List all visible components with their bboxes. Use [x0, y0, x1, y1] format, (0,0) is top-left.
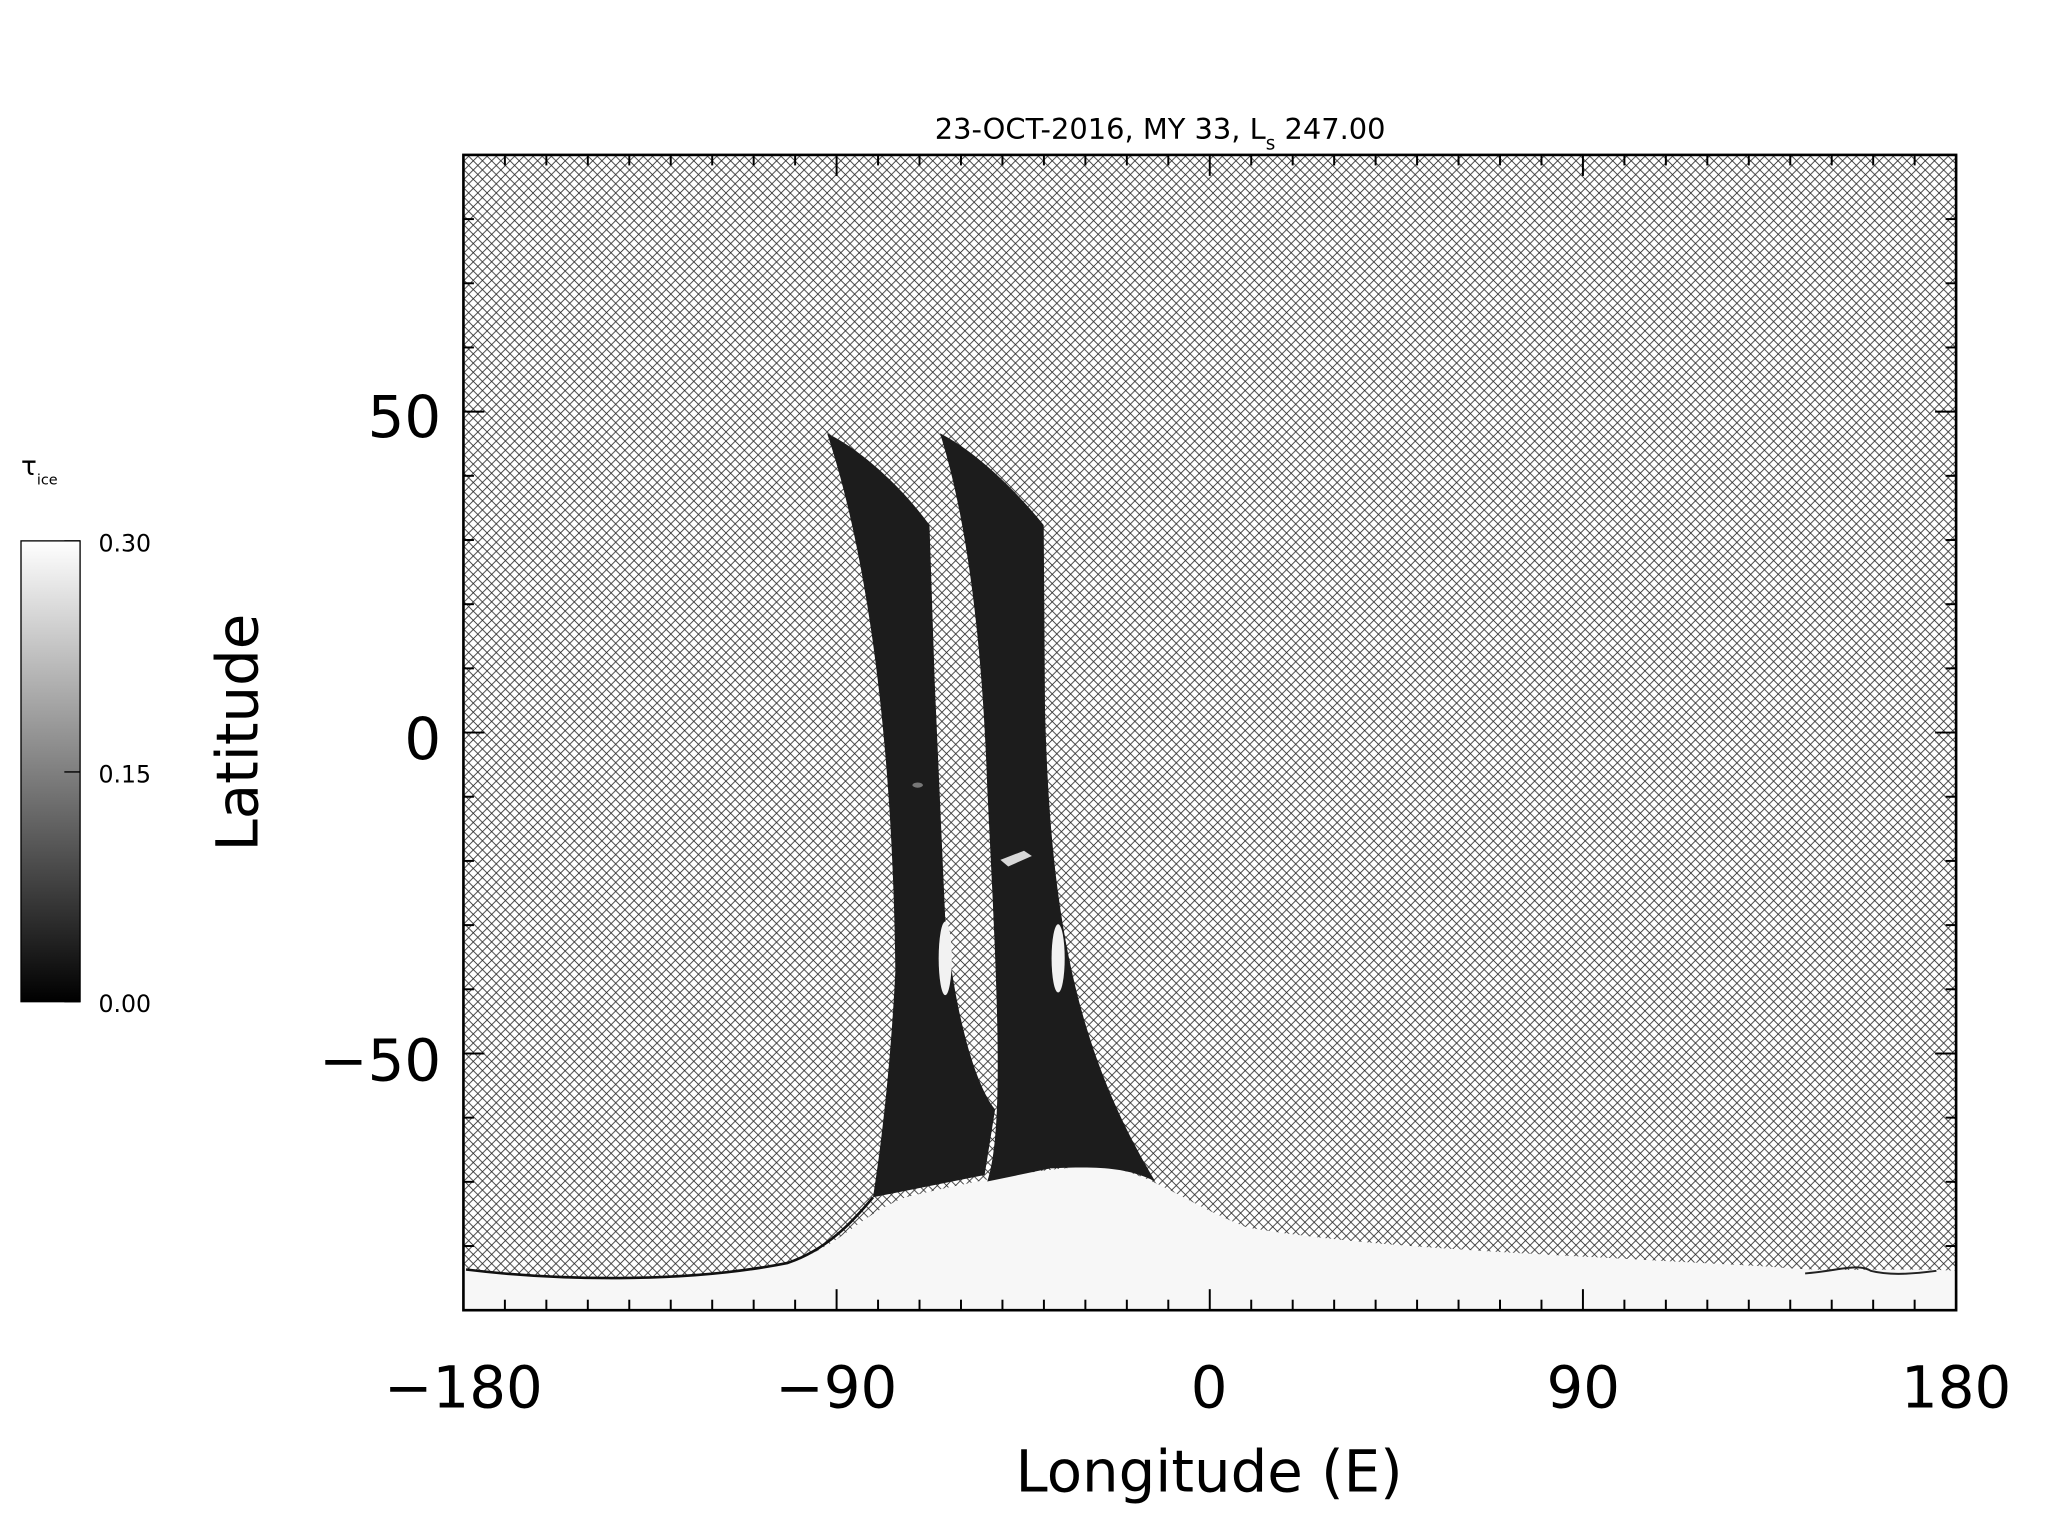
colorbar-label: τice	[21, 452, 58, 488]
x-tick-label: −180	[384, 1353, 543, 1421]
colorbar-symbol: τ	[21, 452, 37, 482]
title-subscript: s	[1266, 134, 1276, 155]
map-plot-area	[463, 154, 1957, 1311]
axis-ticks	[462, 154, 1958, 1311]
swath-gap-west	[938, 921, 952, 996]
ice-cloud-streak	[1000, 850, 1032, 867]
x-tick-label: 90	[1547, 1353, 1621, 1421]
no-data-region	[463, 154, 1957, 1311]
title-value: 247.00	[1275, 112, 1385, 146]
y-tick-label: −50	[319, 1026, 441, 1094]
colorbar-tick-label: 0.00	[98, 990, 151, 1018]
x-tick-labels: −180 −90 0 90 180	[384, 1353, 2011, 1421]
x-tick-label: −90	[775, 1353, 897, 1421]
y-tick-label: 50	[368, 383, 442, 451]
x-tick-label: 0	[1191, 1353, 1228, 1421]
y-axis-label: Latitude	[203, 614, 271, 852]
colorbar: τice 0.30 0.15 0.00	[20, 452, 151, 1018]
ice-cloud-spot	[912, 782, 923, 788]
polar-cap-edge	[465, 1196, 875, 1280]
observation-swath-west	[827, 433, 996, 1198]
colorbar-tick-label: 0.30	[98, 529, 151, 557]
polar-cap-edge-east	[1805, 1266, 1937, 1275]
y-tick-labels: 50 0 −50	[319, 383, 441, 1094]
title-main: 23-OCT-2016, MY 33, L	[935, 112, 1266, 146]
south-polar-ice-cap	[463, 1165, 1957, 1311]
colorbar-subscript: ice	[37, 472, 58, 488]
observation-swath-east	[939, 433, 1156, 1182]
map-title: 23-OCT-2016, MY 33, Ls 247.00	[935, 112, 1386, 155]
x-tick-label: 180	[1901, 1353, 2011, 1421]
swath-gap-east	[1051, 924, 1065, 993]
x-axis-label: Longitude (E)	[1016, 1437, 1403, 1505]
colorbar-tick-label: 0.15	[98, 760, 151, 788]
y-tick-label: 0	[404, 705, 441, 773]
